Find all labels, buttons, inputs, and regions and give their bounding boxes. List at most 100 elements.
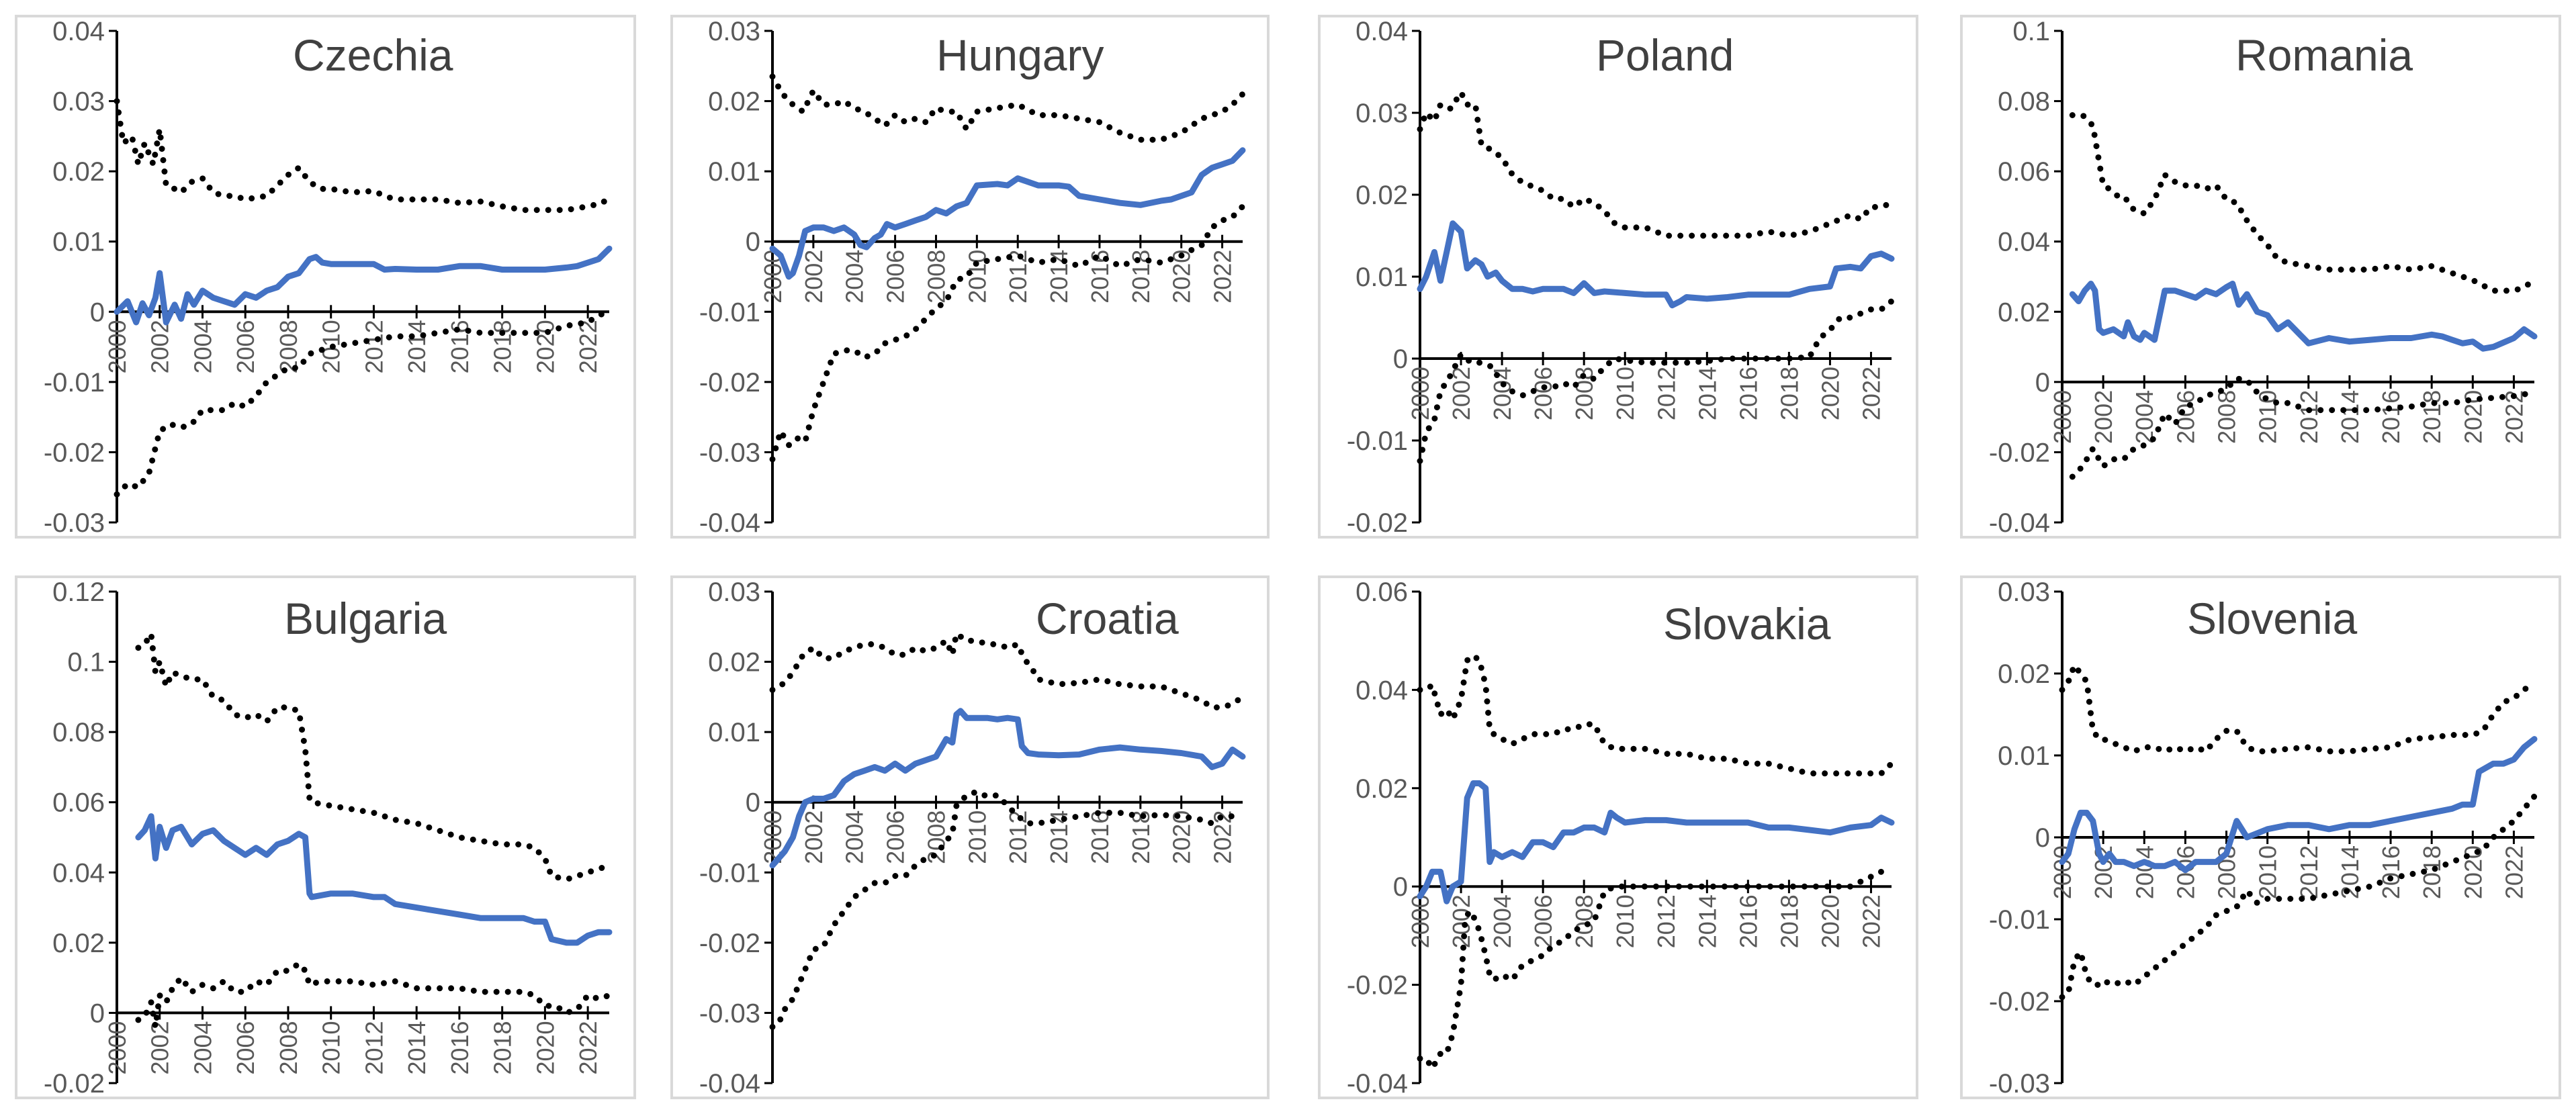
y-tick-label: 0.02 xyxy=(1998,297,2050,327)
x-tick-label: 2008 xyxy=(2213,390,2241,444)
x-tick-label: 2014 xyxy=(1045,810,1073,864)
x-tick-label: 2018 xyxy=(1127,810,1155,864)
x-tick-label: 2008 xyxy=(922,250,950,304)
x-tick-label: 2010 xyxy=(1611,894,1639,948)
x-tick-label: 2012 xyxy=(2295,845,2323,899)
x-tick-label: 2006 xyxy=(1529,894,1557,948)
x-tick-label: 2016 xyxy=(1734,894,1762,948)
y-tick-label: 0.08 xyxy=(1998,87,2050,117)
series-upper-bound-line xyxy=(1417,652,1895,777)
y-tick-label: 0.02 xyxy=(52,929,105,958)
x-tick-label: 2000 xyxy=(2049,390,2076,444)
x-tick-label: 2012 xyxy=(360,320,388,373)
y-tick-label: 0.01 xyxy=(1998,741,2050,771)
y-tick-label: -0.04 xyxy=(1347,1069,1408,1097)
y-tick-label: 0 xyxy=(1393,872,1408,902)
x-tick-label: 2020 xyxy=(531,1021,559,1074)
y-tick-label: 0.06 xyxy=(1356,578,1408,607)
y-tick-label: 0.1 xyxy=(67,648,105,678)
x-tick-label: 2014 xyxy=(1045,250,1073,304)
x-tick-label: 2020 xyxy=(2459,390,2487,444)
x-tick-label: 2002 xyxy=(800,810,828,864)
chart-title: Hungary xyxy=(936,30,1104,80)
y-tick-label: -0.01 xyxy=(1347,426,1408,456)
x-tick-label: 2002 xyxy=(146,1021,174,1074)
x-tick-label: 2000 xyxy=(1407,367,1434,420)
x-tick-label: 2020 xyxy=(531,320,559,373)
y-tick-label: 0 xyxy=(2035,823,2050,853)
y-tick-label: 0.02 xyxy=(52,157,105,187)
x-tick-label: 2000 xyxy=(1407,894,1434,948)
x-tick-label: 2022 xyxy=(1857,367,1885,420)
x-tick-label: 2002 xyxy=(146,320,174,373)
y-tick-label: -0.01 xyxy=(44,368,105,398)
x-tick-label: 2016 xyxy=(446,320,474,373)
x-tick-label: 2012 xyxy=(360,1021,388,1074)
chart-title: Romania xyxy=(2235,30,2413,80)
y-tick-label: 0 xyxy=(90,999,105,1028)
x-tick-label: 2020 xyxy=(1816,367,1844,420)
x-tick-label: 2016 xyxy=(2377,390,2405,444)
y-tick-label: 0 xyxy=(90,297,105,327)
series-lower-bound-line xyxy=(769,788,1246,1030)
y-tick-label: -0.01 xyxy=(699,297,760,327)
y-tick-label: 0.04 xyxy=(1998,228,2050,257)
y-tick-label: 0.1 xyxy=(2012,17,2050,46)
x-tick-label: 2008 xyxy=(275,1021,302,1074)
series-lower-bound-line xyxy=(135,960,613,1030)
x-tick-label: 2014 xyxy=(2336,390,2364,444)
series-estimate-line xyxy=(769,147,1246,280)
x-tick-label: 2018 xyxy=(1775,367,1803,420)
y-tick-label: -0.04 xyxy=(699,1069,760,1097)
x-tick-label: 2014 xyxy=(403,1021,431,1074)
y-tick-label: 0 xyxy=(746,228,760,257)
x-tick-label: 2018 xyxy=(489,320,517,373)
x-tick-label: 2004 xyxy=(841,810,869,864)
y-tick-label: -0.02 xyxy=(44,1069,105,1097)
series-upper-bound-line xyxy=(2059,662,2538,755)
x-tick-label: 2004 xyxy=(1489,894,1516,948)
x-tick-label: 2020 xyxy=(2459,845,2487,899)
y-tick-label: 0.03 xyxy=(52,87,105,117)
x-tick-label: 2022 xyxy=(1209,250,1237,304)
x-tick-label: 2022 xyxy=(1857,894,1885,948)
y-tick-label: 0 xyxy=(1393,344,1408,374)
x-tick-label: 2010 xyxy=(1611,367,1639,420)
x-tick-label: 2004 xyxy=(189,1021,216,1074)
y-tick-label: -0.02 xyxy=(44,438,105,467)
chart-title: Czechia xyxy=(293,30,453,80)
y-tick-label: -0.03 xyxy=(44,508,105,536)
y-tick-label: 0.08 xyxy=(52,718,105,747)
panel-slovakia: 0.06 0.04 0.02 0 -0.02 -0.04 2000 2002 2004 2006 2… xyxy=(1318,575,1918,1099)
x-tick-label: 2000 xyxy=(103,320,131,373)
y-tick-label: 0.02 xyxy=(1356,774,1408,804)
y-tick-label: 0.04 xyxy=(1356,676,1408,705)
x-tick-label: 2012 xyxy=(1652,367,1680,420)
x-tick-label: 2002 xyxy=(2090,845,2117,899)
x-tick-label: 2012 xyxy=(2295,390,2323,444)
chart-slovenia: 0.03 0.02 0.01 0 -0.01 -0.02 -0.03 2000 2002 2004… xyxy=(1989,578,2538,1097)
panel-poland: 0.04 0.03 0.02 0.01 0 -0.01 -0.02 2000 2002 2004 2… xyxy=(1318,15,1918,539)
y-tick-label: -0.03 xyxy=(1989,1069,2050,1097)
series-upper-bound-line xyxy=(769,631,1246,710)
y-tick-label: 0.02 xyxy=(708,87,760,117)
y-tick-label: -0.02 xyxy=(1347,508,1408,536)
x-tick-label: 2000 xyxy=(103,1021,131,1074)
panel-bulgaria: 0.12 0.1 0.08 0.06 0.04 0.02 0 -0.02 2000 2002 200… xyxy=(15,575,636,1099)
y-tick-label: 0.02 xyxy=(1356,181,1408,210)
x-tick-label: 2004 xyxy=(189,320,216,373)
y-tick-label: 0.03 xyxy=(1998,578,2050,607)
x-tick-label: 2016 xyxy=(1734,367,1762,420)
x-tick-label: 2018 xyxy=(1775,894,1803,948)
chart-title: Slovenia xyxy=(2187,594,2358,643)
panel-croatia: 0.03 0.02 0.01 0 -0.01 -0.02 -0.03 -0.04 2000 200… xyxy=(670,575,1270,1099)
series-upper-bound-line xyxy=(114,98,613,214)
x-tick-label: 2002 xyxy=(1448,894,1475,948)
x-tick-label: 2008 xyxy=(1570,894,1598,948)
y-tick-label: 0 xyxy=(746,788,760,818)
y-tick-label: -0.04 xyxy=(1989,508,2050,536)
y-tick-label: -0.01 xyxy=(699,858,760,888)
